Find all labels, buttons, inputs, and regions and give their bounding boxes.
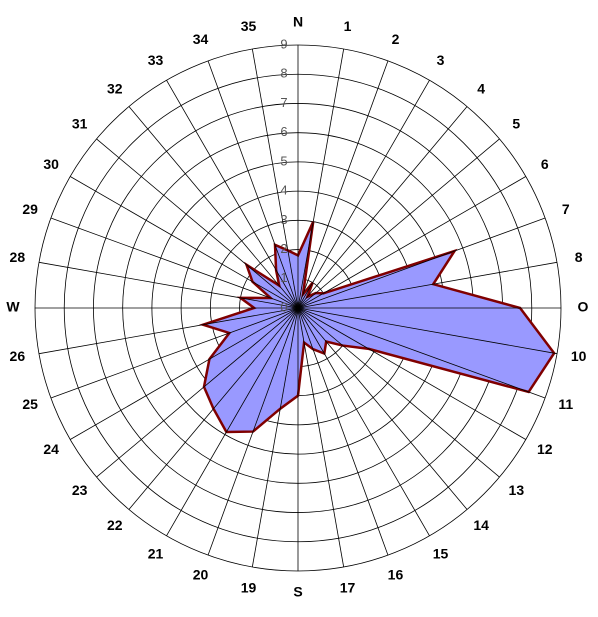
spoke bbox=[128, 307, 299, 510]
spoke bbox=[166, 307, 299, 536]
spoke bbox=[251, 307, 299, 568]
radial-tick-label: 1 bbox=[280, 270, 287, 285]
spoke bbox=[297, 307, 345, 568]
direction-label: 34 bbox=[193, 31, 209, 47]
direction-label: 14 bbox=[473, 517, 489, 533]
spoke bbox=[50, 217, 299, 309]
spoke bbox=[297, 217, 546, 309]
direction-label: 25 bbox=[22, 396, 38, 412]
direction-label: 2 bbox=[392, 31, 400, 47]
spoke bbox=[297, 138, 500, 309]
direction-label: W bbox=[6, 299, 20, 315]
spoke bbox=[297, 80, 430, 309]
spoke bbox=[297, 307, 526, 440]
direction-label: S bbox=[293, 584, 302, 600]
direction-label: 30 bbox=[43, 156, 59, 172]
radial-tick-label: 3 bbox=[280, 212, 287, 227]
direction-label: 33 bbox=[148, 52, 164, 68]
radial-tick-label: 9 bbox=[280, 36, 287, 51]
direction-label: 1 bbox=[344, 18, 352, 34]
direction-label: 17 bbox=[340, 579, 356, 595]
spoke bbox=[297, 307, 546, 399]
direction-label: 26 bbox=[10, 348, 26, 364]
spoke bbox=[251, 48, 299, 309]
direction-label: 19 bbox=[241, 579, 257, 595]
spoke bbox=[297, 60, 389, 309]
spoke bbox=[207, 307, 299, 556]
direction-label: 5 bbox=[512, 116, 520, 132]
spoke bbox=[297, 48, 345, 309]
spoke bbox=[38, 307, 299, 355]
spoke bbox=[50, 307, 299, 399]
direction-label: N bbox=[293, 14, 303, 30]
radial-tick-label: 8 bbox=[280, 66, 287, 81]
direction-label: 20 bbox=[193, 567, 209, 583]
spoke bbox=[96, 307, 299, 478]
radial-tick-label: 0 bbox=[280, 299, 287, 314]
spoke bbox=[297, 307, 430, 536]
radial-tick-label: 6 bbox=[280, 124, 287, 139]
direction-label: 23 bbox=[72, 482, 88, 498]
direction-label: 3 bbox=[437, 52, 445, 68]
direction-label: 35 bbox=[241, 18, 257, 34]
direction-label: 13 bbox=[509, 482, 525, 498]
direction-label: 8 bbox=[575, 249, 583, 265]
spoke bbox=[38, 261, 299, 309]
spoke bbox=[70, 307, 299, 440]
spoke bbox=[128, 106, 299, 309]
direction-label: O bbox=[578, 299, 589, 315]
data-area bbox=[198, 221, 556, 434]
direction-label: 10 bbox=[571, 348, 587, 364]
direction-label: 32 bbox=[107, 80, 123, 96]
direction-label: 11 bbox=[558, 396, 573, 412]
spoke bbox=[297, 307, 558, 355]
radial-tick-label: 2 bbox=[280, 241, 287, 256]
direction-label: 22 bbox=[107, 517, 123, 533]
radial-tick-label: 4 bbox=[280, 183, 287, 198]
direction-label: 15 bbox=[433, 546, 449, 562]
spoke bbox=[70, 176, 299, 309]
spoke bbox=[207, 60, 299, 309]
direction-label: 12 bbox=[537, 441, 553, 457]
direction-label: 4 bbox=[477, 80, 485, 96]
spoke bbox=[166, 80, 299, 309]
direction-label: 21 bbox=[148, 546, 164, 562]
spoke bbox=[297, 106, 468, 309]
spoke bbox=[297, 307, 389, 556]
spoke bbox=[297, 261, 558, 309]
spoke bbox=[297, 307, 468, 510]
direction-label: 28 bbox=[10, 249, 26, 265]
direction-label: 7 bbox=[562, 201, 570, 217]
direction-label: 29 bbox=[22, 201, 38, 217]
direction-label: 31 bbox=[72, 116, 88, 132]
direction-label: 16 bbox=[388, 567, 404, 583]
spoke bbox=[96, 138, 299, 309]
radial-tick-label: 7 bbox=[280, 95, 287, 110]
radial-tick-label: 5 bbox=[280, 153, 287, 168]
direction-label: 6 bbox=[541, 156, 549, 172]
direction-label: 24 bbox=[43, 441, 59, 457]
spoke bbox=[297, 307, 500, 478]
spoke bbox=[297, 176, 526, 309]
